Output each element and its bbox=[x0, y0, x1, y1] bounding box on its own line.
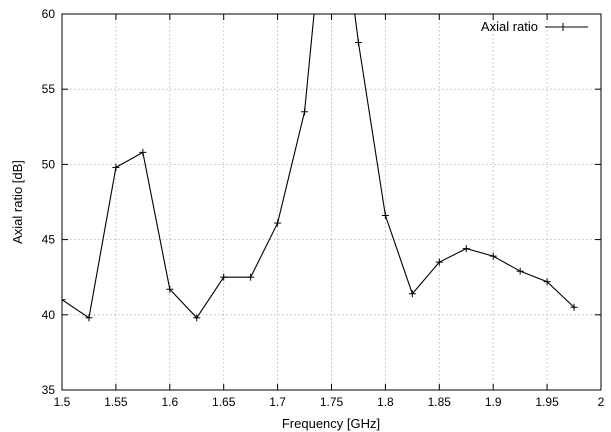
x-tick-label: 1.6 bbox=[161, 395, 178, 409]
data-point bbox=[381, 212, 389, 220]
data-point bbox=[112, 163, 120, 171]
x-tick-label: 1.75 bbox=[320, 395, 344, 409]
data-point bbox=[274, 219, 282, 227]
data-point bbox=[543, 278, 551, 286]
x-tick-label: 1.85 bbox=[428, 395, 452, 409]
y-tick-label: 50 bbox=[42, 157, 56, 171]
data-point bbox=[489, 252, 497, 260]
y-tick-label: 60 bbox=[42, 7, 56, 21]
data-point bbox=[85, 314, 93, 322]
legend: Axial ratio bbox=[481, 19, 588, 34]
y-axis-title: Axial ratio [dB] bbox=[10, 160, 25, 244]
x-tick-label: 1.5 bbox=[54, 395, 71, 409]
data-point bbox=[139, 148, 147, 156]
x-tick-label: 1.7 bbox=[269, 395, 286, 409]
series-group bbox=[62, 14, 578, 322]
data-point bbox=[462, 245, 470, 253]
data-point bbox=[570, 303, 578, 311]
data-point bbox=[62, 296, 66, 304]
x-tick-label: 1.8 bbox=[377, 395, 394, 409]
data-point bbox=[301, 108, 309, 116]
y-tick-label: 40 bbox=[42, 308, 56, 322]
legend-label: Axial ratio bbox=[481, 19, 538, 34]
y-tick-label: 45 bbox=[42, 233, 56, 247]
data-point bbox=[166, 285, 174, 293]
x-tick-label: 1.65 bbox=[212, 395, 236, 409]
grid bbox=[62, 14, 601, 390]
data-point bbox=[435, 258, 443, 266]
x-tick-label: 1.55 bbox=[104, 395, 128, 409]
plot-frame bbox=[61, 13, 602, 391]
data-point bbox=[354, 39, 362, 47]
data-point bbox=[408, 290, 416, 298]
data-point bbox=[193, 314, 201, 322]
y-tick-label: 55 bbox=[42, 82, 56, 96]
data-point bbox=[516, 267, 524, 275]
x-axis-title: Frequency [GHz] bbox=[282, 416, 380, 431]
axis-ticks bbox=[61, 13, 602, 391]
x-tick-labels: 1.5 1.55 1.6 1.65 1.7 1.75 1.8 1.85 1.9 1.95 2 bbox=[54, 395, 605, 409]
y-tick-label: 35 bbox=[42, 383, 56, 397]
data-point bbox=[247, 273, 255, 281]
y-tick-labels: 35 40 45 50 55 60 bbox=[42, 7, 56, 397]
x-tick-label: 1.9 bbox=[485, 395, 502, 409]
x-tick-label: 1.95 bbox=[535, 395, 559, 409]
series-line bbox=[62, 14, 575, 319]
x-tick-label: 2 bbox=[598, 395, 605, 409]
data-point bbox=[220, 273, 228, 281]
